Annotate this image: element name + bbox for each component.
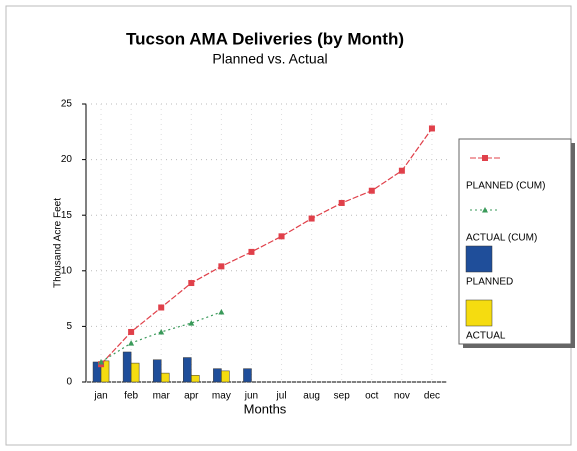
bar — [160, 372, 170, 383]
x-tick-label: oct — [365, 391, 379, 402]
bar — [221, 370, 230, 383]
marker — [308, 215, 315, 222]
x-axis-label: Months — [244, 401, 287, 416]
legend-label: ACTUAL (CUM) — [466, 233, 537, 244]
x-tick-label: mar — [153, 391, 171, 402]
legend-swatch — [465, 245, 493, 273]
x-tick-label: nov — [394, 391, 410, 402]
bar — [122, 351, 132, 383]
marker — [428, 125, 435, 132]
marker — [188, 280, 195, 287]
legend-swatch — [465, 299, 493, 327]
x-tick-label: feb — [124, 391, 138, 402]
x-tick-label: dec — [424, 391, 440, 402]
marker — [248, 248, 255, 255]
marker — [158, 328, 165, 335]
bar — [243, 368, 252, 383]
chart-subtitle: Planned vs. Actual — [212, 51, 327, 67]
marker — [128, 328, 135, 335]
y-tick-label: 25 — [61, 99, 73, 110]
marker — [188, 320, 195, 326]
legend-marker — [482, 155, 488, 161]
marker — [398, 167, 405, 174]
marker — [128, 340, 135, 346]
chart-title: Tucson AMA Deliveries (by Month) — [126, 29, 404, 48]
y-tick-label: 5 — [66, 321, 72, 332]
y-tick-label: 20 — [61, 154, 73, 165]
y-tick-label: 15 — [61, 210, 73, 221]
bar — [100, 360, 110, 383]
marker — [98, 358, 105, 365]
marker — [158, 304, 165, 311]
line — [100, 128, 433, 365]
x-tick-label: aug — [303, 391, 320, 402]
bar — [183, 357, 192, 383]
marker — [218, 263, 225, 270]
x-tick-label: jul — [276, 391, 287, 402]
marker — [278, 233, 285, 240]
y-tick-label: 0 — [66, 377, 72, 388]
y-tick-label: 10 — [61, 265, 73, 276]
marker — [368, 187, 375, 194]
x-tick-label: jun — [244, 391, 258, 402]
bar — [130, 362, 140, 383]
marker — [218, 308, 225, 315]
marker — [338, 199, 345, 206]
x-tick-label: jan — [93, 391, 107, 402]
y-axis-label: Thousand Acre Feet — [53, 198, 64, 288]
legend-label: PLANNED (CUM) — [466, 181, 545, 192]
bar — [213, 368, 222, 383]
legend-marker — [482, 207, 488, 213]
bar — [191, 375, 200, 383]
x-tick-label: sep — [334, 391, 351, 402]
legend-label: ACTUAL — [466, 331, 506, 342]
x-tick-label: may — [212, 391, 231, 402]
legend-label: PLANNED — [466, 277, 513, 288]
x-tick-label: apr — [184, 391, 199, 402]
bar — [152, 359, 162, 383]
